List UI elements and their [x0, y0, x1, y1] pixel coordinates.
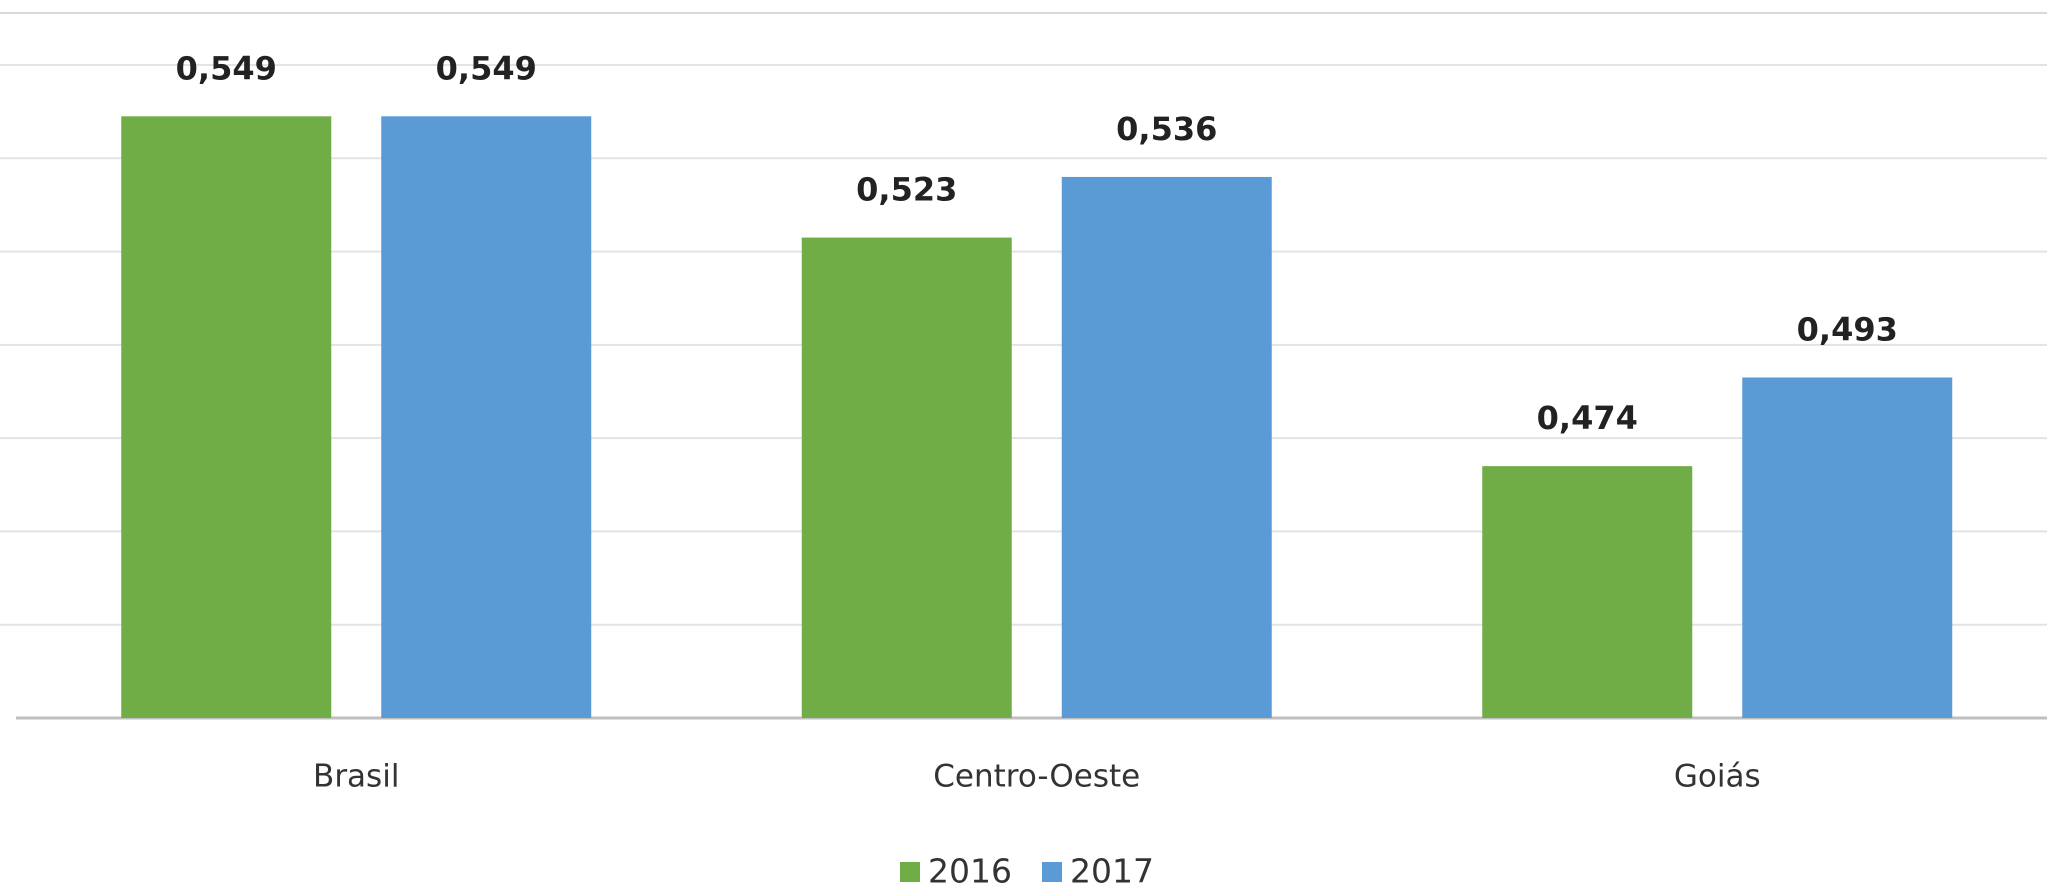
- bar: [1482, 466, 1693, 718]
- legend-label: 2016: [928, 852, 1012, 891]
- value-label: 0,549: [176, 49, 277, 87]
- value-label: 0,523: [856, 171, 957, 209]
- bar: [1742, 377, 1953, 718]
- value-label: 0,536: [1116, 110, 1217, 148]
- legend-label: 2017: [1070, 852, 1154, 891]
- bar: [381, 116, 592, 719]
- value-label: 0,549: [436, 49, 537, 87]
- legend-swatch: [1042, 862, 1062, 882]
- x-tick-label: Goiás: [1674, 759, 1761, 795]
- x-tick-label: Centro-Oeste: [933, 759, 1140, 795]
- x-tick-label: Brasil: [313, 759, 399, 795]
- bar: [121, 116, 332, 719]
- bar: [1061, 176, 1272, 718]
- legend-swatch: [900, 862, 920, 882]
- bar: [801, 237, 1012, 719]
- value-label: 0,493: [1797, 311, 1898, 349]
- value-label: 0,474: [1537, 399, 1638, 437]
